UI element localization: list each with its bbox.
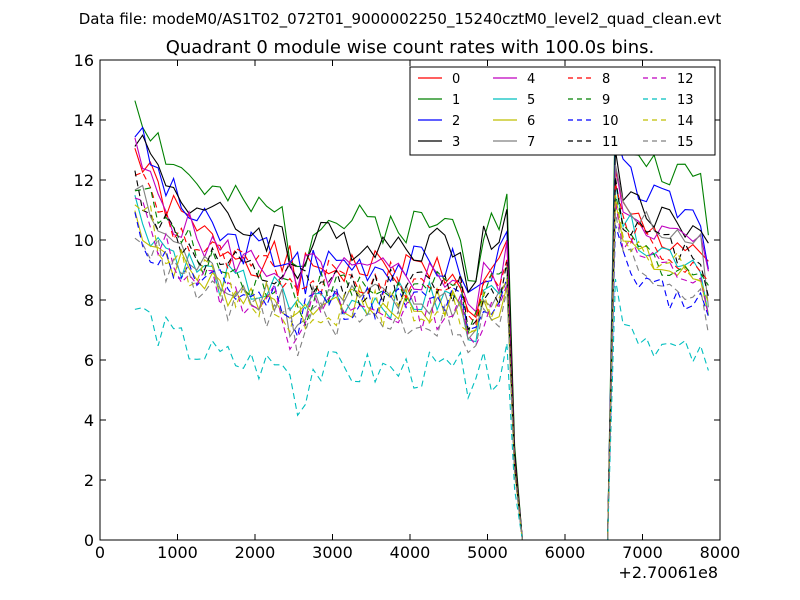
legend-label: 15 (677, 135, 694, 150)
chart-title: Quadrant 0 module wise count rates with … (166, 37, 655, 58)
legend-label: 3 (452, 135, 460, 150)
legend-label: 8 (602, 72, 610, 87)
y-tick-label: 10 (74, 231, 94, 250)
legend-label: 2 (452, 114, 460, 129)
y-tick-label: 12 (74, 171, 94, 190)
y-tick-label: 8 (84, 291, 94, 310)
x-tick-label: 6000 (545, 543, 586, 562)
series-line-8 (134, 171, 709, 540)
suptitle: Data file: modeM0/AS1T02_072T01_90000022… (79, 10, 722, 29)
legend-label: 1 (452, 93, 460, 108)
y-tick-label: 0 (84, 531, 94, 550)
legend-label: 10 (602, 114, 619, 129)
legend-label: 9 (602, 93, 610, 108)
x-tick-label: 4000 (390, 543, 431, 562)
y-tick-label: 16 (74, 51, 94, 70)
plot-area: 0 1000 2000 3000 4000 5000 6000 7000 8000 0 2 4 6 8 1… (74, 51, 741, 582)
legend-label: 14 (677, 114, 694, 129)
legend-label: 13 (677, 93, 694, 108)
x-tick-label: 0 (95, 543, 105, 562)
legend-label: 4 (527, 72, 535, 87)
y-tick-label: 2 (84, 471, 94, 490)
y-tick-label: 4 (84, 411, 94, 430)
legend-label: 0 (452, 72, 460, 87)
x-axis: 0 1000 2000 3000 4000 5000 6000 7000 8000 (95, 60, 740, 562)
legend-label: 6 (527, 114, 535, 129)
x-tick-label: 8000 (700, 543, 741, 562)
x-tick-label: 5000 (467, 543, 508, 562)
legend-label: 7 (527, 135, 535, 150)
x-tick-label: 7000 (622, 543, 663, 562)
x-tick-label: 2000 (235, 543, 276, 562)
series-line-15 (134, 212, 709, 540)
legend-label: 12 (677, 72, 694, 87)
legend-box (409, 66, 716, 156)
x-tick-label: 3000 (312, 543, 353, 562)
series-line-14 (134, 194, 709, 540)
legend-label: 5 (527, 93, 535, 108)
series-line-11 (134, 170, 709, 540)
x-tick-label: 1000 (157, 543, 198, 562)
x-offset-label: +2.70061e8 (618, 563, 718, 582)
y-tick-label: 14 (74, 111, 94, 130)
y-tick-label: 6 (84, 351, 94, 370)
series-layer (134, 100, 709, 540)
legend-label: 11 (602, 135, 619, 150)
